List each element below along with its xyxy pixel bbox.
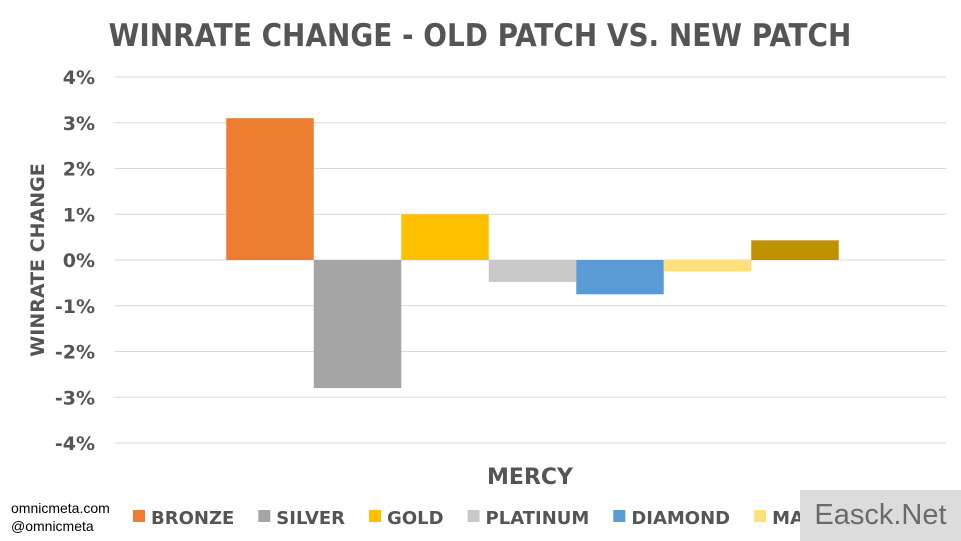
y-tick-label: -4% — [55, 433, 95, 455]
bar-silver — [313, 260, 402, 389]
bar-bronze — [226, 118, 314, 260]
legend-swatch-diamond — [613, 510, 626, 522]
y-tick-label: -1% — [55, 296, 95, 318]
legend-label-silver: SILVER — [276, 508, 345, 529]
y-tick-label: 1% — [63, 204, 95, 226]
legend-label-gold: GOLD — [387, 508, 444, 529]
legend-swatch-master — [754, 510, 767, 522]
legend-swatch-gold — [369, 510, 382, 522]
x-axis-label: MERCY — [487, 465, 574, 490]
y-tick-label: 4% — [63, 67, 95, 89]
legend-swatch-silver — [258, 510, 271, 522]
bars — [226, 118, 839, 389]
credits: omnicmeta.com @omnicmeta — [11, 499, 110, 535]
y-tick-label: -2% — [55, 342, 95, 364]
y-tick-label: 3% — [63, 113, 95, 135]
legend-swatch-platinum — [467, 510, 480, 522]
bar-master — [663, 260, 752, 272]
y-tick-label: 0% — [63, 250, 95, 272]
y-tick-label: 2% — [63, 159, 95, 181]
legend-label-diamond: DIAMOND — [631, 508, 730, 529]
watermark: Easck.Net — [800, 490, 961, 541]
bar-gold — [401, 214, 489, 260]
legend-label-platinum: PLATINUM — [486, 508, 590, 529]
y-tick-labels: 4% 3% 2% 1% 0% -1% -2% -3% -4% — [55, 67, 95, 455]
credits-handle: @omnicmeta — [11, 518, 94, 534]
bar-platinum — [488, 260, 577, 282]
y-tick-label: -3% — [55, 387, 95, 409]
legend-label-bronze: BRONZE — [151, 508, 234, 529]
chart-title: WINRATE CHANGE - OLD PATCH VS. NEW PATCH — [109, 18, 852, 54]
credits-site: omnicmeta.com — [11, 500, 110, 516]
bar-diamond — [576, 260, 664, 295]
y-axis-label: WINRATE CHANGE — [27, 163, 49, 356]
bar-grandmas — [751, 240, 839, 260]
legend-swatch-bronze — [133, 510, 145, 522]
